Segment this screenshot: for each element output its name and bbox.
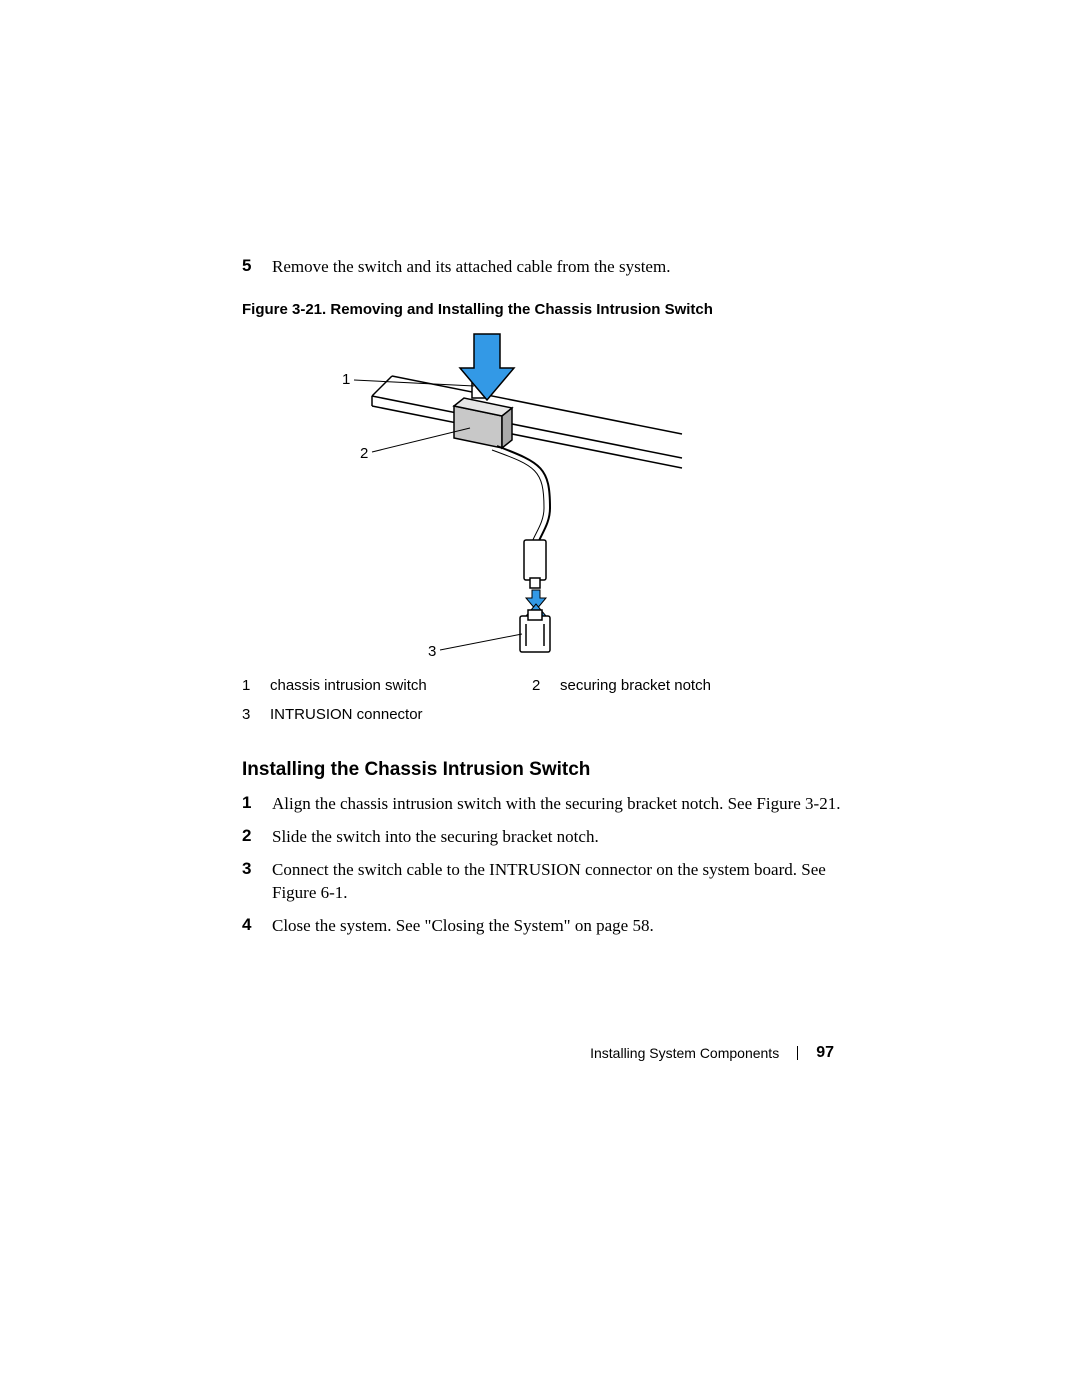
step-text: Align the chassis intrusion switch with … — [272, 793, 842, 816]
step-text: Slide the switch into the securing brack… — [272, 826, 842, 849]
page-footer: Installing System Components 97 — [590, 1044, 834, 1062]
footer-chapter: Installing System Components — [590, 1045, 779, 1061]
step-row: 2 Slide the switch into the securing bra… — [242, 826, 842, 849]
step-number: 4 — [242, 915, 272, 938]
section-heading: Installing the Chassis Intrusion Switch — [242, 759, 842, 781]
step-number: 3 — [242, 859, 272, 905]
legend-label: securing bracket notch — [560, 677, 822, 694]
step-row: 3 Connect the switch cable to the INTRUS… — [242, 859, 842, 905]
callout-2: 2 — [360, 445, 368, 462]
prev-step-number: 5 — [242, 256, 272, 279]
legend-item: 2 securing bracket notch — [532, 677, 822, 694]
step-number: 2 — [242, 826, 272, 849]
figure-caption: Figure 3-21. Removing and Installing the… — [242, 301, 842, 318]
legend-item: 1 chassis intrusion switch — [242, 677, 532, 694]
legend-label: INTRUSION connector — [270, 706, 532, 723]
step-row: 4 Close the system. See "Closing the Sys… — [242, 915, 842, 938]
prev-step-row: 5 Remove the switch and its attached cab… — [242, 256, 842, 279]
step-number: 1 — [242, 793, 272, 816]
step-text: Connect the switch cable to the INTRUSIO… — [272, 859, 842, 905]
prev-step-text: Remove the switch and its attached cable… — [272, 256, 842, 279]
legend-num: 1 — [242, 677, 270, 694]
legend-num: 3 — [242, 706, 270, 723]
figure-diagram: 1 2 3 — [242, 328, 842, 663]
step-row: 1 Align the chassis intrusion switch wit… — [242, 793, 842, 816]
footer-divider — [797, 1046, 798, 1060]
legend-item: 3 INTRUSION connector — [242, 706, 532, 723]
callout-1: 1 — [342, 371, 350, 388]
legend-label: chassis intrusion switch — [270, 677, 532, 694]
callout-3: 3 — [428, 643, 436, 660]
legend-num: 2 — [532, 677, 560, 694]
step-text: Close the system. See "Closing the Syste… — [272, 915, 842, 938]
figure-legend: 1 chassis intrusion switch 2 securing br… — [242, 677, 842, 735]
install-steps: 1 Align the chassis intrusion switch wit… — [242, 793, 842, 938]
page-content: 5 Remove the switch and its attached cab… — [242, 256, 842, 948]
footer-page-number: 97 — [816, 1044, 834, 1062]
